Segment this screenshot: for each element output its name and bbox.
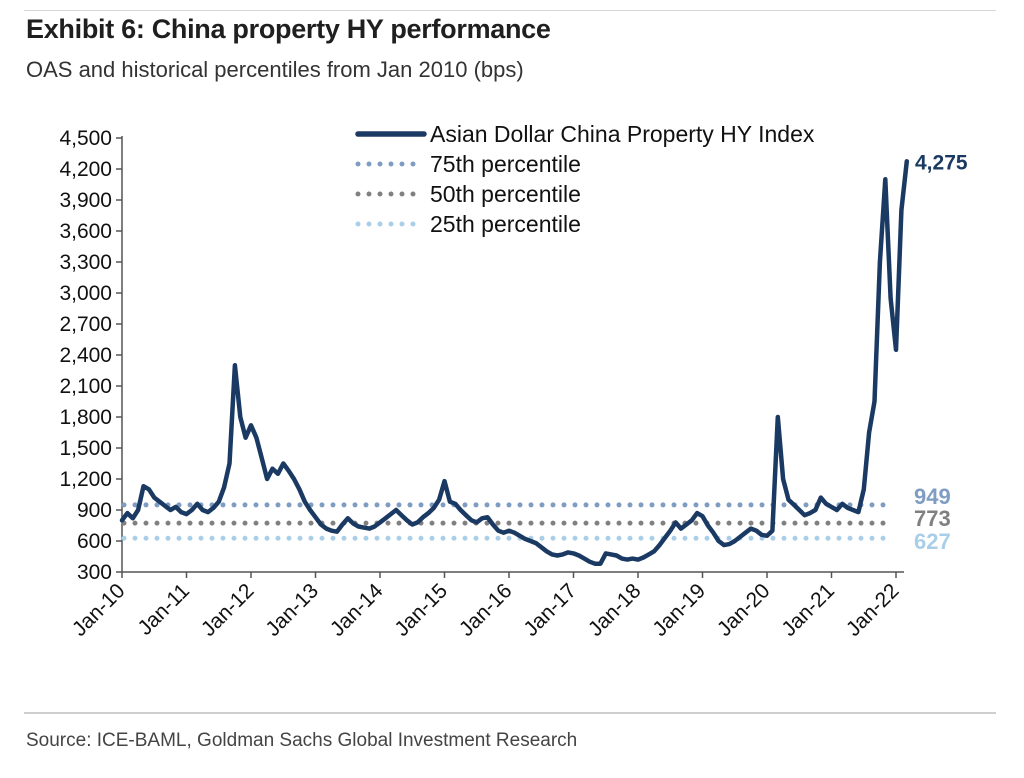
chart-title: Exhibit 6: China property HY performance [26,14,551,44]
chart-subtitle: OAS and historical percentiles from Jan … [26,57,524,82]
line-chart: 300 600 900 1,200 1,500 1,800 2,100 2,400 2,700 3… [59,121,968,641]
y-tick-label: 3,000 [59,282,112,305]
x-tick-label: Jan-14 [326,579,388,641]
x-tick-label: Jan-16 [455,579,517,641]
y-tick-label: 2,400 [59,344,112,367]
y-tick-label: 4,500 [59,127,112,150]
top-rule [24,10,996,11]
index-series-line [119,159,910,566]
y-tick-label: 600 [77,530,112,553]
y-tick-label: 4,200 [59,158,112,181]
x-tick-label: Jan-22 [842,579,904,641]
source-note: Source: ICE-BAML, Goldman Sachs Global I… [26,730,578,751]
x-tick-label: Jan-19 [648,579,710,641]
legend-index-label: Asian Dollar China Property HY Index [430,121,815,147]
annotation-last-value: 4,275 [915,151,968,174]
y-tick-label: 1,500 [59,437,112,460]
y-tick-label: 2,100 [59,375,112,398]
y-tick-label: 3,600 [59,220,112,243]
x-tick-label: Jan-21 [777,579,839,641]
x-tick-label: Jan-20 [713,579,775,641]
y-tick-label: 1,200 [59,468,112,491]
y-tick-label: 3,300 [59,251,112,274]
y-tick-label: 900 [77,499,112,522]
x-tick-label: Jan-10 [68,579,130,641]
legend-p75-label: 75th percentile [430,151,581,177]
annotation-p50: 773 [914,506,951,531]
x-tick-label: Jan-15 [390,579,452,641]
annotation-p25: 627 [914,529,951,554]
bottom-rule [24,712,996,714]
legend-p50-label: 50th percentile [430,181,581,207]
x-tick-label: Jan-18 [584,579,646,641]
legend-p25-label: 25th percentile [430,211,581,237]
y-tick-label: 300 [77,561,112,584]
annotation-p75: 949 [914,484,951,509]
x-tick-label: Jan-12 [197,579,259,641]
y-tick-label: 2,700 [59,313,112,336]
x-tick-label: Jan-17 [519,579,581,641]
y-tick-label: 1,800 [59,406,112,429]
x-tick-label: Jan-13 [261,579,323,641]
y-tick-label: 3,900 [59,189,112,212]
x-tick-label: Jan-11 [133,579,194,640]
